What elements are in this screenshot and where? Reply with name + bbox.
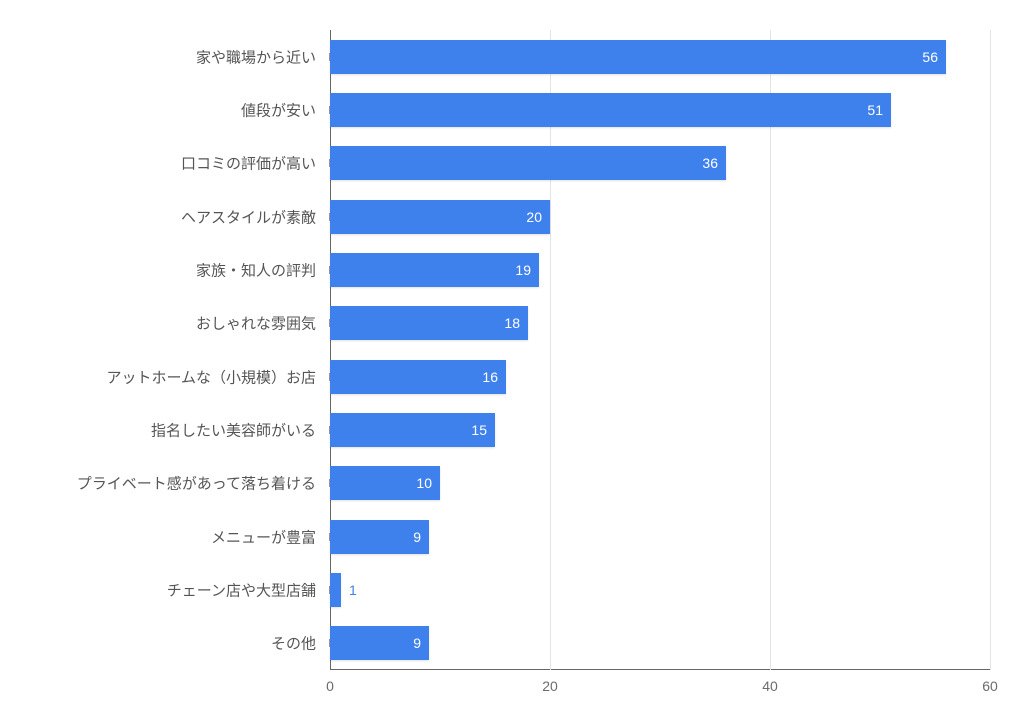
value-label: 18 bbox=[504, 315, 520, 331]
bar-row: その他9 bbox=[330, 623, 990, 663]
value-label: 36 bbox=[702, 155, 718, 171]
bar-row: 値段が安い51 bbox=[330, 90, 990, 130]
bar-row: 指名したい美容師がいる15 bbox=[330, 410, 990, 450]
category-label: メニューが豊富 bbox=[211, 526, 330, 547]
value-label: 10 bbox=[416, 475, 432, 491]
gridline bbox=[990, 30, 991, 670]
bar bbox=[330, 573, 341, 607]
value-label: 20 bbox=[526, 209, 542, 225]
plot-area: 家や職場から近い56 値段が安い51 口コミの評価が高い36 ヘアスタイルが素敵20 家… bbox=[330, 30, 990, 670]
bar-row: ヘアスタイルが素敵20 bbox=[330, 197, 990, 237]
x-tick-label: 60 bbox=[982, 678, 998, 694]
category-label: プライベート感があって落ち着ける bbox=[77, 473, 330, 494]
x-tick-label: 0 bbox=[326, 678, 334, 694]
bar bbox=[330, 413, 495, 447]
bar-row: 口コミの評価が高い36 bbox=[330, 143, 990, 183]
bar bbox=[330, 360, 506, 394]
value-label: 16 bbox=[482, 369, 498, 385]
category-label: 指名したい美容師がいる bbox=[151, 419, 330, 440]
bar bbox=[330, 93, 891, 127]
bar-rows: 家や職場から近い56 値段が安い51 口コミの評価が高い36 ヘアスタイルが素敵20 家… bbox=[330, 30, 990, 670]
bar bbox=[330, 306, 528, 340]
category-label: ヘアスタイルが素敵 bbox=[181, 206, 330, 227]
value-label: 9 bbox=[413, 529, 421, 545]
category-label: 値段が安い bbox=[241, 99, 330, 120]
bar-row: おしゃれな雰囲気18 bbox=[330, 303, 990, 343]
value-label: 9 bbox=[413, 635, 421, 651]
bar bbox=[330, 200, 550, 234]
x-tick-label: 20 bbox=[542, 678, 558, 694]
category-label: 家や職場から近い bbox=[196, 46, 330, 67]
bar-row: アットホームな（小規模）お店16 bbox=[330, 357, 990, 397]
value-label: 19 bbox=[515, 262, 531, 278]
value-label: 1 bbox=[349, 582, 357, 598]
bar bbox=[330, 146, 726, 180]
category-label: 口コミの評価が高い bbox=[181, 153, 330, 174]
category-label: おしゃれな雰囲気 bbox=[196, 313, 330, 334]
chart-container: 家や職場から近い56値段が安い51口コミの評価が高い36ヘアスタイルが素敵20家… bbox=[0, 0, 1024, 720]
bar-row: チェーン店や大型店舗1 bbox=[330, 570, 990, 610]
bar bbox=[330, 253, 539, 287]
value-label: 51 bbox=[867, 102, 883, 118]
category-label: アットホームな（小規模）お店 bbox=[106, 366, 330, 387]
value-label: 15 bbox=[471, 422, 487, 438]
bar-row: プライベート感があって落ち着ける10 bbox=[330, 463, 990, 503]
value-label: 56 bbox=[922, 49, 938, 65]
x-tick-label: 40 bbox=[762, 678, 778, 694]
category-label: チェーン店や大型店舗 bbox=[167, 579, 330, 600]
bar-row: 家族・知人の評判19 bbox=[330, 250, 990, 290]
bar-row: 家や職場から近い56 bbox=[330, 37, 990, 77]
category-label: 家族・知人の評判 bbox=[196, 259, 330, 280]
bar-row: メニューが豊富9 bbox=[330, 517, 990, 557]
category-label: その他 bbox=[271, 633, 330, 654]
bar bbox=[330, 40, 946, 74]
